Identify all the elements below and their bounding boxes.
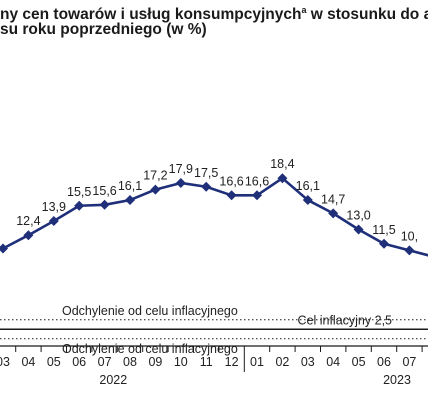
data-label: 14,7 bbox=[321, 192, 345, 206]
chart-title-line-1: ny cen towarów i usług konsumpcyjnycha w… bbox=[0, 0, 428, 24]
data-point-marker bbox=[99, 199, 110, 210]
data-point-marker bbox=[125, 195, 135, 206]
data-label: 17,9 bbox=[169, 162, 193, 176]
x-tick-label: 11 bbox=[200, 355, 213, 369]
x-tick-label: 05 bbox=[47, 355, 61, 369]
x-tick-label: 06 bbox=[377, 355, 391, 369]
x-tick-label: 03 bbox=[0, 355, 10, 369]
chart-title: ny cen towarów i usług konsumpcyjnycha w… bbox=[0, 0, 428, 44]
reference-label-3: Odchylenie od celu inflacyjnego bbox=[62, 342, 238, 356]
data-label: 16,6 bbox=[245, 174, 269, 188]
title-footnote-marker: a bbox=[301, 5, 307, 15]
chart-title-line-2: su roku poprzedniego (w %) bbox=[0, 21, 207, 38]
x-tick-label: 03 bbox=[301, 355, 315, 369]
data-label: 13,9 bbox=[42, 200, 66, 214]
x-tick-label: 05 bbox=[352, 355, 366, 369]
data-point-marker bbox=[201, 181, 212, 192]
data-label: 17,2 bbox=[143, 169, 167, 183]
data-label: 15,6 bbox=[92, 184, 116, 198]
data-label: 17,5 bbox=[194, 166, 218, 180]
data-point-marker bbox=[277, 173, 288, 184]
data-label: 16,1 bbox=[296, 179, 320, 193]
series-line bbox=[2, 176, 428, 257]
year-label-2022: 2022 bbox=[99, 373, 127, 387]
data-point-marker bbox=[404, 245, 415, 256]
reference-label-2: Cel inflacyjny 2,5 bbox=[298, 313, 393, 327]
x-tick-label: 06 bbox=[72, 355, 86, 369]
x-tick-label: 07 bbox=[402, 355, 416, 369]
data-label: 10, bbox=[401, 229, 418, 243]
data-point-marker bbox=[74, 200, 85, 211]
reference-label-1: Odchylenie od celu inflacyjnego bbox=[62, 304, 238, 318]
data-point-marker bbox=[175, 177, 186, 188]
x-tick-label: 08 bbox=[123, 355, 137, 369]
x-tick-label: 10 bbox=[174, 355, 188, 369]
year-label-2023: 2023 bbox=[383, 373, 411, 387]
title-text-1: ny cen towarów i usług konsumpcyjnych bbox=[0, 6, 302, 24]
x-tick-label: 04 bbox=[326, 355, 340, 369]
data-point-marker bbox=[302, 195, 313, 206]
x-tick-label: 12 bbox=[225, 355, 239, 369]
x-tick-label: 02 bbox=[275, 355, 289, 369]
data-point-marker bbox=[328, 208, 339, 219]
data-label: 12,4 bbox=[16, 214, 40, 228]
data-label: 13,0 bbox=[346, 209, 370, 223]
data-label: 16,1 bbox=[118, 179, 142, 193]
data-label: 15,5 bbox=[67, 185, 91, 199]
x-tick-label: 07 bbox=[98, 355, 112, 369]
data-label: 16,6 bbox=[219, 174, 243, 188]
data-point-marker bbox=[226, 190, 237, 201]
data-point-marker bbox=[353, 224, 364, 235]
data-point-marker bbox=[0, 243, 8, 254]
data-label: 18,4 bbox=[270, 157, 294, 171]
title-text-2: w stosunku do a bbox=[306, 6, 428, 24]
data-point-marker bbox=[48, 215, 59, 226]
data-point-marker bbox=[23, 230, 34, 241]
data-point-marker bbox=[379, 238, 389, 249]
data-label: 11,5 bbox=[372, 223, 395, 237]
x-tick-label: 04 bbox=[21, 355, 35, 369]
x-tick-label: 09 bbox=[148, 355, 162, 369]
data-point-marker bbox=[252, 190, 262, 201]
data-point-marker bbox=[150, 184, 161, 195]
x-tick-label: 01 bbox=[250, 355, 264, 369]
